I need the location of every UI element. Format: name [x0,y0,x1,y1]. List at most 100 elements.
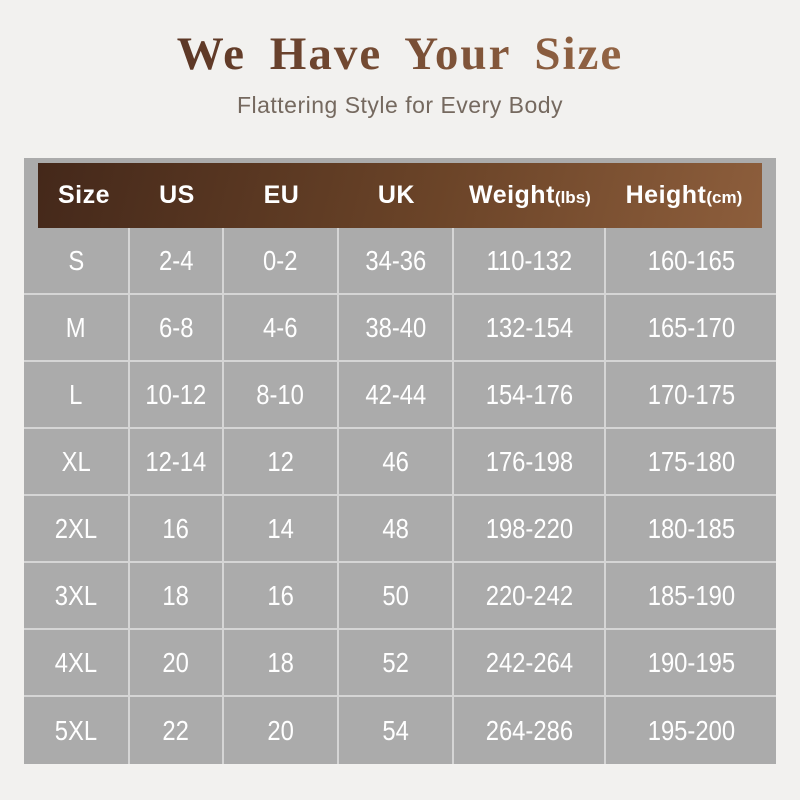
column-header-label: Weight [469,181,555,210]
cell-value: 12-14 [145,445,207,477]
cell-value: S [68,244,84,276]
table-row-2xl: 2XL 16 14 48 198-220 180-185 [24,496,776,564]
cell-value: 6-8 [158,311,194,343]
size-value-cell: 175-180 [606,429,776,494]
size-value-cell: 160-165 [606,228,776,293]
cell-value: 160-165 [647,244,735,276]
size-value-cell: 110-132 [454,228,606,294]
cell-value: 46 [382,445,409,477]
size-value-cell: 52 [339,630,454,696]
cell-value: 10-12 [145,378,207,410]
size-label-cell: 3XL [24,563,131,629]
page-title: We Have Your Size [0,0,800,79]
size-label-cell: 4XL [24,630,131,696]
size-value-cell: 0-2 [224,228,339,294]
cell-value: 0-2 [263,244,298,276]
column-header-eu: EU [224,181,339,210]
size-table-header-row: Size US EU UK Weight(lbs) Height(cm) [38,163,762,229]
cell-value: 38-40 [365,311,426,343]
cell-value: 190-195 [647,646,735,678]
size-value-cell: 4-6 [224,295,339,361]
size-value-cell: 16 [130,496,225,562]
page-subtitle: Flattering Style for Every Body [236,92,564,119]
cell-value: 8-10 [256,378,305,410]
table-row-3xl: 3XL 18 16 50 220-242 185-190 [24,563,776,631]
size-value-cell: 18 [224,630,339,696]
table-row-xl: XL 12-14 12 46 176-198 175-180 [24,429,776,497]
size-value-cell: 220-242 [454,563,606,629]
cell-value: 180-185 [647,512,735,544]
size-value-cell: 34-36 [339,228,454,294]
table-row-m: M 6-8 4-6 38-40 132-154 165-170 [24,295,776,363]
size-value-cell: 185-190 [606,563,776,628]
size-value-cell: 195-200 [606,697,776,764]
size-label-cell: 2XL [24,496,131,562]
table-row-5xl: 5XL 22 20 54 264-286 195-200 [24,697,776,765]
cell-value: 4XL [54,646,98,678]
size-value-cell: 54 [339,697,454,765]
cell-value: 165-170 [647,311,735,343]
cell-value: 18 [267,646,294,678]
size-value-cell: 12-14 [130,429,225,495]
size-value-cell: 2-4 [130,228,225,294]
cell-value: 20 [162,646,190,678]
size-label-cell: L [24,362,131,428]
column-header-us: US [130,181,224,210]
cell-value: 3XL [54,579,98,611]
cell-value: 110-132 [486,244,572,276]
cell-value: 175-180 [647,445,735,477]
cell-value: 220-242 [485,579,573,611]
cell-value: 16 [267,579,294,611]
size-value-cell: 165-170 [606,295,776,360]
cell-value: 154-176 [485,378,573,410]
table-row-s: S 2-4 0-2 34-36 110-132 160-165 [24,228,776,296]
size-value-cell: 242-264 [454,630,606,696]
column-header-uk: UK [339,181,454,210]
cell-value: 48 [382,512,409,544]
table-row-l: L 10-12 8-10 42-44 154-176 170-175 [24,362,776,430]
size-value-cell: 22 [130,697,225,765]
cell-value: L [69,378,83,410]
cell-value: 170-175 [647,378,735,410]
table-row-4xl: 4XL 20 18 52 242-264 190-195 [24,630,776,698]
size-value-cell: 264-286 [454,697,606,765]
size-value-cell: 12 [224,429,339,495]
cell-value: 54 [382,714,409,746]
size-value-cell: 18 [130,563,225,629]
column-header-unit: (cm) [706,188,743,208]
column-header-label: EU [263,181,300,210]
column-header-label: US [159,181,195,210]
cell-value: 12 [267,445,294,477]
size-value-cell: 170-175 [606,362,776,427]
cell-value: 18 [162,579,190,611]
size-value-cell: 48 [339,496,454,562]
column-header-weight: Weight(lbs) [454,181,606,210]
cell-value: M [66,311,86,343]
size-value-cell: 46 [339,429,454,495]
size-label-cell: 5XL [24,697,131,765]
size-value-cell: 20 [224,697,339,765]
cell-value: 264-286 [485,714,573,746]
size-label-cell: M [24,295,131,361]
column-header-height: Height(cm) [606,181,762,210]
size-table-body: S 2-4 0-2 34-36 110-132 160-165 M 6-8 4-6 38-40 13… [24,228,776,765]
cell-value: 195-200 [647,714,735,746]
cell-value: 14 [267,512,294,544]
cell-value: XL [61,445,91,477]
size-value-cell: 38-40 [339,295,454,361]
cell-value: 50 [382,579,409,611]
column-header-unit: (lbs) [554,188,591,208]
column-header-label: Size [57,181,111,210]
size-value-cell: 10-12 [130,362,225,428]
cell-value: 34-36 [365,244,426,276]
cell-value: 5XL [54,714,98,746]
size-label-cell: S [24,228,131,294]
size-value-cell: 6-8 [130,295,225,361]
cell-value: 242-264 [485,646,573,678]
cell-value: 2-4 [158,244,194,276]
size-value-cell: 42-44 [339,362,454,428]
size-value-cell: 50 [339,563,454,629]
column-header-label: UK [377,181,415,210]
cell-value: 20 [267,714,294,746]
